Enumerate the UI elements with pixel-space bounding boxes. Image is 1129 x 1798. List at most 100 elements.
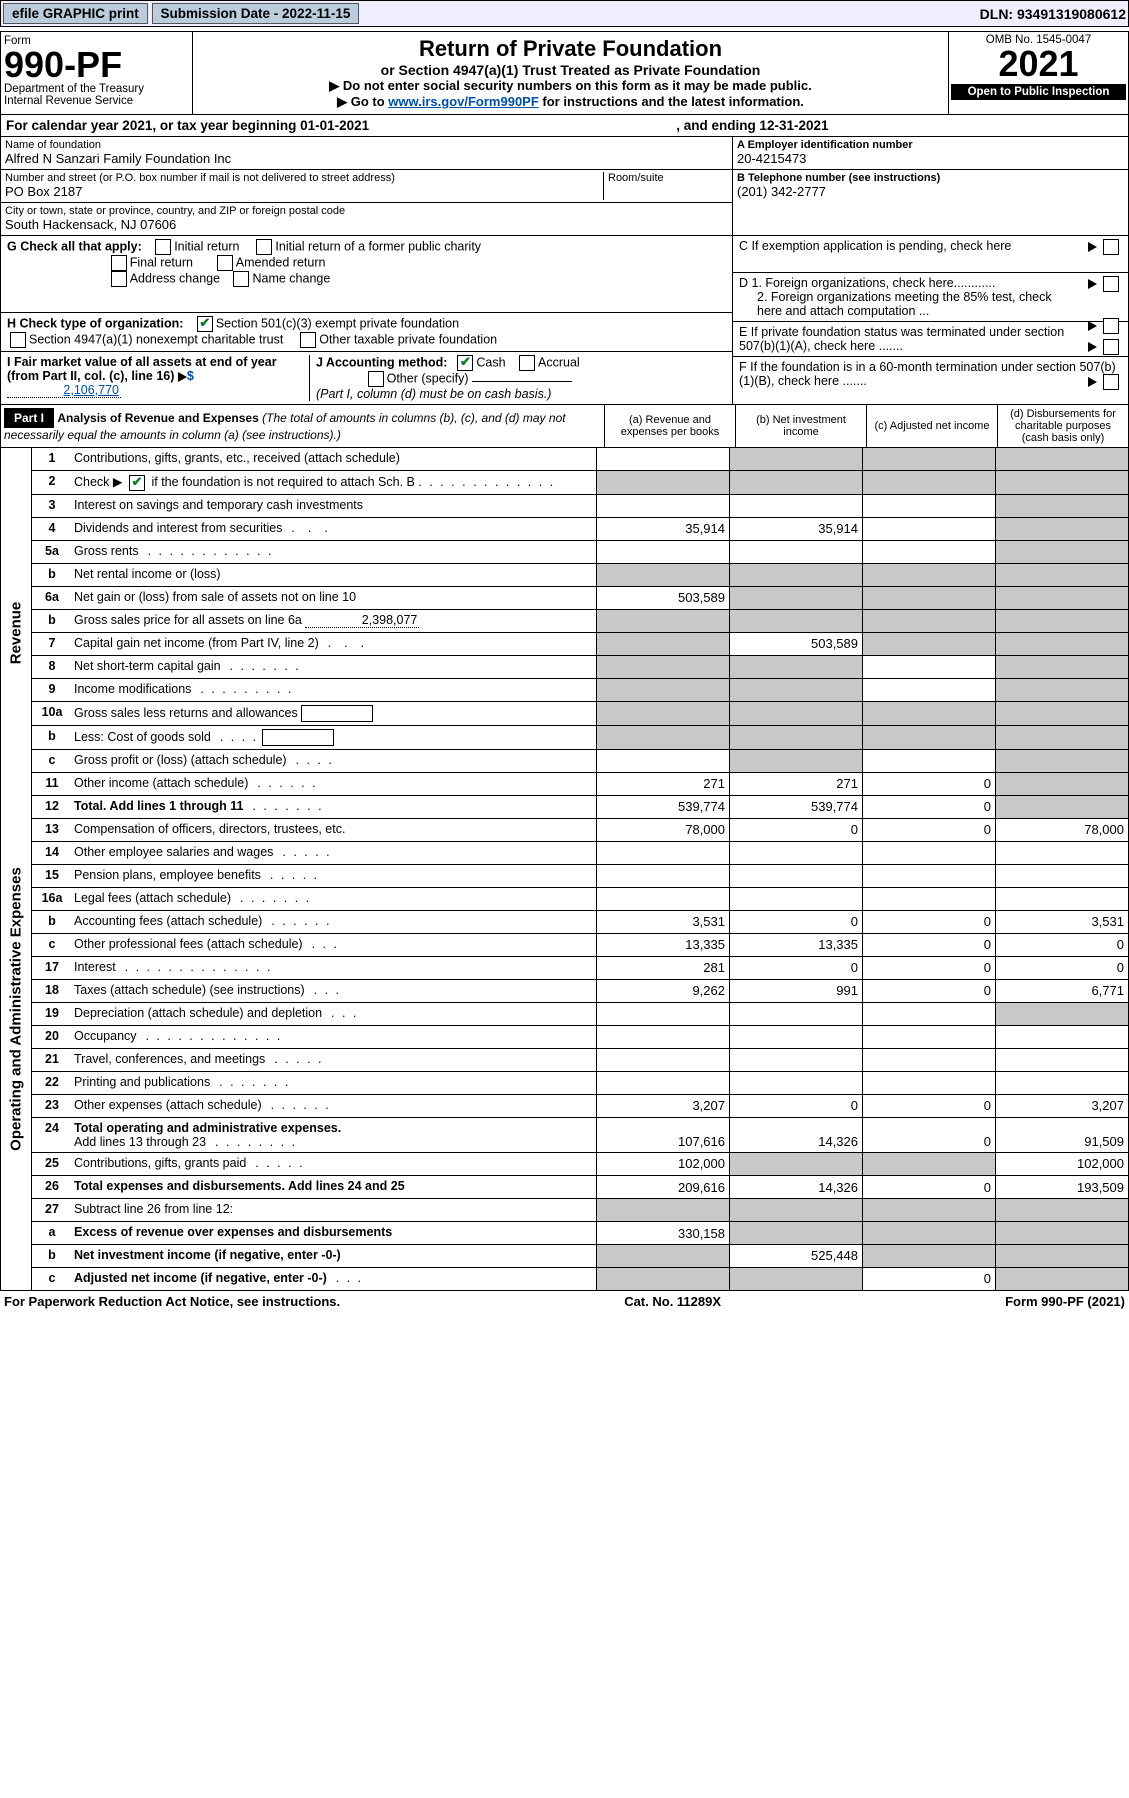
checkbox-D1[interactable] (1103, 276, 1119, 292)
line-9: Income modifications . . . . . . . . . (72, 679, 596, 701)
J3: Other (specify) (387, 371, 469, 385)
G1: Initial return (174, 239, 239, 253)
H2: Section 4947(a)(1) nonexempt charitable … (29, 332, 283, 346)
J2: Accrual (538, 355, 580, 369)
checkbox-C[interactable] (1103, 239, 1119, 255)
checkbox-4947[interactable] (10, 332, 26, 348)
line-14: Other employee salaries and wages . . . … (72, 842, 596, 864)
J-label: J Accounting method: (316, 355, 447, 369)
J-note: (Part I, column (d) must be on cash basi… (316, 387, 552, 401)
analysis-title: Analysis of Revenue and Expenses (57, 411, 258, 425)
J1: Cash (476, 355, 505, 369)
form-990pf: Form 990-PF Department of the Treasury I… (0, 31, 1129, 1291)
arrow-icon (178, 372, 187, 382)
line-24: Total operating and administrative expen… (72, 1118, 596, 1152)
dln-label: DLN: 93491319080612 (980, 6, 1126, 22)
line-17: Interest . . . . . . . . . . . . . . (72, 957, 596, 979)
checkbox-initial-return[interactable] (155, 239, 171, 255)
paperwork-notice: For Paperwork Reduction Act Notice, see … (4, 1294, 340, 1309)
line-5b: Net rental income or (loss) (72, 564, 596, 586)
line-10b: Less: Cost of goods sold . . . . (72, 726, 596, 749)
cal-year-begin: For calendar year 2021, or tax year begi… (6, 118, 676, 133)
line-3: Interest on savings and temporary cash i… (72, 495, 596, 517)
fair-market-value[interactable]: 2,106,770 (7, 383, 121, 398)
line-6a: Net gain or (loss) from sale of assets n… (72, 587, 596, 609)
line-10a: Gross sales less returns and allowances (72, 702, 596, 725)
checkbox-E[interactable] (1103, 339, 1119, 355)
name-label: Name of foundation (5, 139, 728, 151)
D1-label: D 1. Foreign organizations, check here..… (739, 276, 995, 290)
tax-year: 2021 (951, 46, 1126, 82)
checkbox-former-public[interactable] (256, 239, 272, 255)
checkbox-other-method[interactable] (368, 371, 384, 387)
checkbox-D2[interactable] (1103, 318, 1119, 334)
revenue-side-label: Revenue (1, 448, 32, 819)
arrow-icon (1088, 342, 1097, 352)
line-11: Other income (attach schedule) . . . . .… (72, 773, 596, 795)
line-20: Occupancy . . . . . . . . . . . . . (72, 1026, 596, 1048)
checkbox-final-return[interactable] (111, 255, 127, 271)
arrow-icon (1088, 321, 1097, 331)
phone-label: B Telephone number (see instructions) (737, 172, 1124, 184)
G4: Initial return of a former public charit… (275, 239, 481, 253)
part-I-label: Part I (4, 408, 54, 428)
checkbox-501c3[interactable] (197, 316, 213, 332)
checkbox-sch-b[interactable] (129, 475, 145, 491)
G2: Final return (130, 255, 193, 269)
arrow-icon (1088, 279, 1097, 289)
I-label: I Fair market value of all assets at end… (7, 355, 277, 383)
checkbox-other-taxable[interactable] (300, 332, 316, 348)
irs-link[interactable]: www.irs.gov/Form990PF (388, 94, 539, 109)
line-5a: Gross rents . . . . . . . . . . . . (72, 541, 596, 563)
dept-label: Department of the Treasury (4, 83, 144, 95)
col-d-header: (d) Disbursements for charitable purpose… (997, 405, 1128, 447)
line-18: Taxes (attach schedule) (see instruction… (72, 980, 596, 1002)
checkbox-F[interactable] (1103, 374, 1119, 390)
form-subtitle: or Section 4947(a)(1) Trust Treated as P… (197, 62, 944, 78)
H3: Other taxable private foundation (319, 332, 497, 346)
irs-label: Internal Revenue Service (4, 95, 133, 107)
submission-date-button[interactable]: Submission Date - 2022-11-15 (152, 3, 360, 24)
checkbox-addr-change[interactable] (111, 271, 127, 287)
check-G-label: G Check all that apply: (7, 239, 142, 253)
line-2: Check ▶ if the foundation is not require… (72, 471, 596, 494)
goto-prefix: ▶ Go to (337, 94, 388, 109)
checkbox-name-change[interactable] (233, 271, 249, 287)
H1: Section 501(c)(3) exempt private foundat… (216, 316, 459, 330)
check-H-label: H Check type of organization: (7, 316, 183, 330)
line-16a: Legal fees (attach schedule) . . . . . .… (72, 888, 596, 910)
line-23: Other expenses (attach schedule) . . . .… (72, 1095, 596, 1117)
line-27c: Adjusted net income (if negative, enter … (72, 1268, 596, 1290)
line-10c: Gross profit or (loss) (attach schedule)… (72, 750, 596, 772)
arrow-icon (1088, 377, 1097, 387)
ssn-warning: ▶ Do not enter social security numbers o… (197, 78, 944, 94)
line-8: Net short-term capital gain . . . . . . … (72, 656, 596, 678)
checkbox-amended[interactable] (217, 255, 233, 271)
foundation-address: PO Box 2187 (5, 184, 603, 199)
ein-value: 20-4215473 (737, 151, 1124, 166)
addr-label: Number and street (or P.O. box number if… (5, 172, 603, 184)
ein-label: A Employer identification number (737, 139, 1124, 151)
line-7: Capital gain net income (from Part IV, l… (72, 633, 596, 655)
foundation-city: South Hackensack, NJ 07606 (5, 217, 728, 232)
col-c-header: (c) Adjusted net income (866, 405, 997, 447)
line-13: Compensation of officers, directors, tru… (72, 819, 596, 841)
D2-label: 2. Foreign organizations meeting the 85%… (739, 290, 1057, 318)
line-22: Printing and publications . . . . . . . (72, 1072, 596, 1094)
col-b-header: (b) Net investment income (735, 405, 866, 447)
line-19: Depreciation (attach schedule) and deple… (72, 1003, 596, 1025)
G6: Name change (252, 271, 330, 285)
line-21: Travel, conferences, and meetings . . . … (72, 1049, 596, 1071)
line-27: Subtract line 26 from line 12: (72, 1199, 596, 1221)
efile-print-button[interactable]: efile GRAPHIC print (3, 3, 148, 24)
cat-number: Cat. No. 11289X (624, 1294, 721, 1309)
line-16c: Other professional fees (attach schedule… (72, 934, 596, 956)
arrow-icon (1088, 242, 1097, 252)
line-27a: Excess of revenue over expenses and disb… (72, 1222, 596, 1244)
checkbox-accrual[interactable] (519, 355, 535, 371)
col-a-header: (a) Revenue and expenses per books (604, 405, 735, 447)
line-1: Contributions, gifts, grants, etc., rece… (72, 448, 596, 470)
line-25: Contributions, gifts, grants paid . . . … (72, 1153, 596, 1175)
checkbox-cash[interactable] (457, 355, 473, 371)
line-15: Pension plans, employee benefits . . . .… (72, 865, 596, 887)
